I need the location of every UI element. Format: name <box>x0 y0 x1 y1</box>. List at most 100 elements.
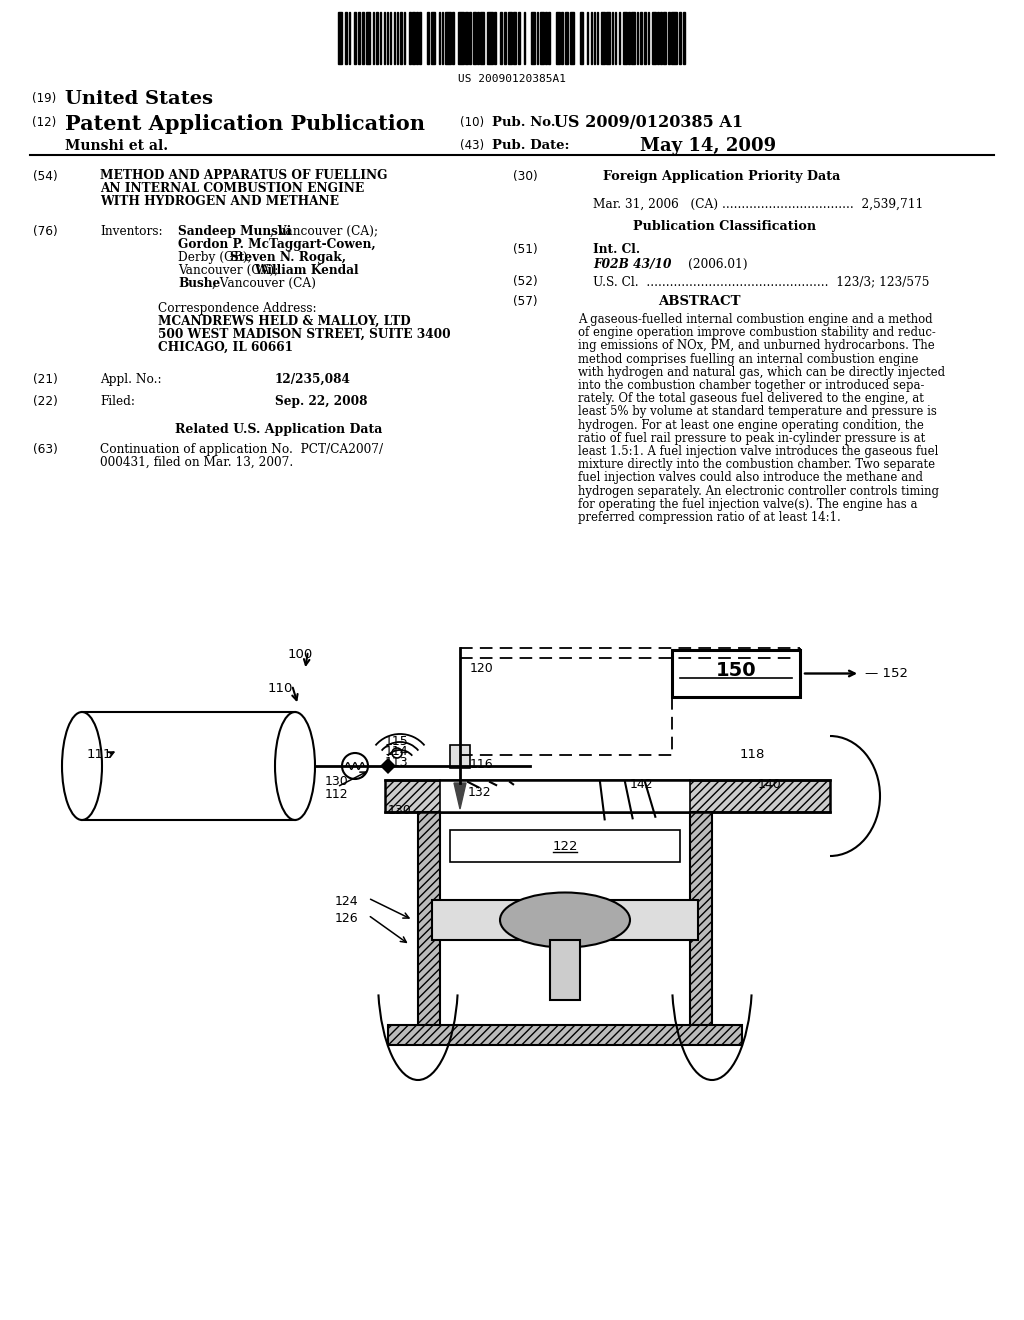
Bar <box>486 12 493 63</box>
Bar <box>537 12 538 63</box>
Bar <box>663 12 666 63</box>
Bar <box>550 940 580 1001</box>
Bar <box>587 12 588 63</box>
Text: (52): (52) <box>513 275 538 288</box>
Text: May 14, 2009: May 14, 2009 <box>640 137 776 154</box>
Bar <box>591 12 592 63</box>
Bar <box>683 12 685 63</box>
Bar <box>441 12 443 63</box>
Bar <box>611 12 613 63</box>
Text: WITH HYDROGEN AND METHANE: WITH HYDROGEN AND METHANE <box>100 195 339 209</box>
Text: Related U.S. Application Data: Related U.S. Application Data <box>175 422 382 436</box>
Bar <box>631 12 635 63</box>
Text: Appl. No.:: Appl. No.: <box>100 374 162 385</box>
Text: Vancouver (CA);: Vancouver (CA); <box>178 264 283 277</box>
Text: ing emissions of NOx, PM, and unburned hydrocarbons. The: ing emissions of NOx, PM, and unburned h… <box>578 339 935 352</box>
Bar <box>427 12 429 63</box>
Text: ratio of fuel rail pressure to peak in-cylinder pressure is at: ratio of fuel rail pressure to peak in-c… <box>578 432 926 445</box>
Text: (30): (30) <box>513 170 538 183</box>
Text: for operating the fuel injection valve(s). The engine has a: for operating the fuel injection valve(s… <box>578 498 918 511</box>
Text: , Vancouver (CA);: , Vancouver (CA); <box>270 224 378 238</box>
Bar <box>504 12 506 63</box>
Bar <box>668 12 670 63</box>
Text: 122: 122 <box>552 840 578 853</box>
Text: 116: 116 <box>470 758 494 771</box>
Bar <box>469 12 470 63</box>
Bar <box>548 12 550 63</box>
Bar <box>513 12 515 63</box>
Bar <box>354 12 355 63</box>
Polygon shape <box>388 758 396 774</box>
Bar <box>366 12 370 63</box>
Text: 110: 110 <box>268 682 293 696</box>
Text: Pub. No.:: Pub. No.: <box>492 116 560 129</box>
Text: 126: 126 <box>335 912 358 925</box>
Bar <box>643 12 646 63</box>
Bar <box>651 12 655 63</box>
Text: METHOD AND APPARATUS OF FUELLING: METHOD AND APPARATUS OF FUELLING <box>100 169 387 182</box>
Bar <box>358 12 359 63</box>
Bar <box>444 12 451 63</box>
Bar <box>389 12 391 63</box>
Ellipse shape <box>500 892 630 948</box>
Text: 500 WEST MADISON STREET, SUITE 3400: 500 WEST MADISON STREET, SUITE 3400 <box>158 327 451 341</box>
Bar <box>480 12 484 63</box>
Text: United States: United States <box>65 90 213 108</box>
Text: Correspondence Address:: Correspondence Address: <box>158 302 316 315</box>
Text: Pub. Date:: Pub. Date: <box>492 139 569 152</box>
Bar <box>384 12 385 63</box>
Bar <box>679 12 681 63</box>
Bar <box>385 780 830 812</box>
Text: Int. Cl.: Int. Cl. <box>593 243 640 256</box>
Text: (51): (51) <box>513 243 538 256</box>
Text: Continuation of application No.  PCT/CA2007/: Continuation of application No. PCT/CA20… <box>100 444 383 455</box>
Text: with hydrogen and natural gas, which can be directly injected: with hydrogen and natural gas, which can… <box>578 366 945 379</box>
Text: Steven N. Rogak,: Steven N. Rogak, <box>230 251 346 264</box>
Text: Sep. 22, 2008: Sep. 22, 2008 <box>275 395 368 408</box>
Bar <box>614 12 616 63</box>
Bar <box>438 12 440 63</box>
Text: rately. Of the total gaseous fuel delivered to the engine, at: rately. Of the total gaseous fuel delive… <box>578 392 924 405</box>
Text: Foreign Application Priority Data: Foreign Application Priority Data <box>603 170 841 183</box>
Bar <box>403 12 406 63</box>
Bar <box>565 12 567 63</box>
Bar <box>657 12 658 63</box>
Text: A gaseous-fuelled internal combustion engine and a method: A gaseous-fuelled internal combustion en… <box>578 313 933 326</box>
Text: 142: 142 <box>630 777 653 791</box>
Text: ABSTRACT: ABSTRACT <box>658 294 740 308</box>
Text: 140: 140 <box>758 777 781 791</box>
Text: Inventors:: Inventors: <box>100 224 163 238</box>
Text: Mar. 31, 2006   (CA) ..................................  2,539,711: Mar. 31, 2006 (CA) .....................… <box>593 198 924 211</box>
Text: MCANDREWS HELD & MALLOY, LTD: MCANDREWS HELD & MALLOY, LTD <box>158 315 411 327</box>
Text: Publication Classification: Publication Classification <box>633 220 816 234</box>
Text: 132: 132 <box>468 785 492 799</box>
Bar <box>376 12 378 63</box>
Text: (43): (43) <box>460 139 484 152</box>
Text: (12): (12) <box>32 116 56 129</box>
Text: Filed:: Filed: <box>100 395 135 408</box>
Bar <box>545 12 547 63</box>
Text: 150: 150 <box>716 661 757 680</box>
Text: Bushe: Bushe <box>178 277 220 290</box>
Bar <box>672 649 800 697</box>
Bar <box>660 12 662 63</box>
Bar <box>430 12 434 63</box>
Text: method comprises fuelling an internal combustion engine: method comprises fuelling an internal co… <box>578 352 919 366</box>
Bar <box>640 12 642 63</box>
Bar <box>508 12 512 63</box>
Bar <box>416 12 418 63</box>
Text: 100: 100 <box>288 648 313 661</box>
Text: least 1.5:1. A fuel injection valve introduces the gaseous fuel: least 1.5:1. A fuel injection valve intr… <box>578 445 938 458</box>
Text: 124: 124 <box>335 895 358 908</box>
Text: U.S. Cl.  ...............................................  123/3; 123/575: U.S. Cl. ...............................… <box>593 275 930 288</box>
Text: mixture directly into the combustion chamber. Two separate: mixture directly into the combustion cha… <box>578 458 935 471</box>
Bar <box>494 12 496 63</box>
Bar <box>570 12 574 63</box>
Bar <box>344 12 347 63</box>
Text: least 5% by volume at standard temperature and pressure is: least 5% by volume at standard temperatu… <box>578 405 937 418</box>
Text: 12/235,084: 12/235,084 <box>275 374 351 385</box>
Text: Derby (GB);: Derby (GB); <box>178 251 256 264</box>
Text: of engine operation improve combustion stability and reduc-: of engine operation improve combustion s… <box>578 326 936 339</box>
Bar <box>393 12 395 63</box>
Text: 000431, filed on Mar. 13, 2007.: 000431, filed on Mar. 13, 2007. <box>100 455 293 469</box>
